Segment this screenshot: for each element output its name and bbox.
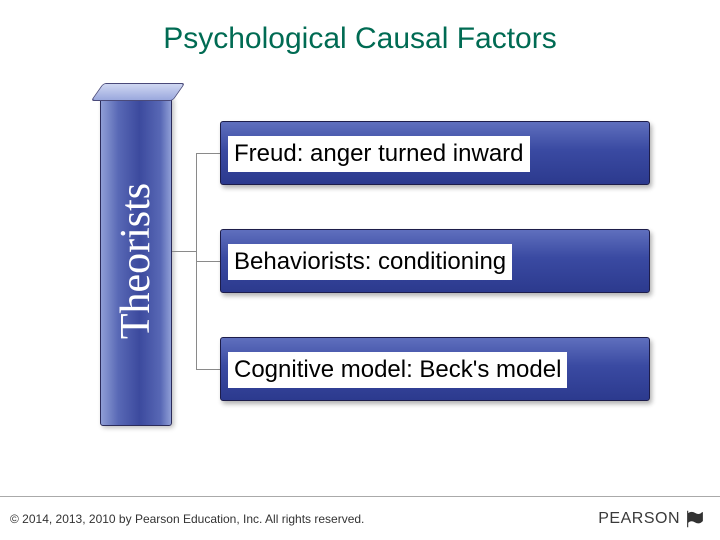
footer: © 2014, 2013, 2010 by Pearson Education,… bbox=[0, 496, 720, 540]
theory-label: Freud: anger turned inward bbox=[228, 136, 530, 172]
slide-title: Psychological Causal Factors bbox=[0, 0, 720, 56]
theory-box-cognitive: Cognitive model: Beck's model bbox=[220, 337, 650, 401]
connector-stem bbox=[172, 251, 196, 252]
connector-branch-2 bbox=[196, 261, 220, 262]
brand-text: PEARSON bbox=[598, 510, 680, 528]
brand: PEARSON bbox=[598, 508, 706, 530]
theory-box-freud: Freud: anger turned inward bbox=[220, 121, 650, 185]
diagram-area: Theorists Freud: anger turned inward Beh… bbox=[0, 91, 720, 471]
copyright-text: © 2014, 2013, 2010 by Pearson Education,… bbox=[10, 512, 364, 526]
pillar-label: Theorists bbox=[112, 183, 160, 339]
theory-box-behaviorists: Behaviorists: conditioning bbox=[220, 229, 650, 293]
connector-branch-1 bbox=[196, 153, 220, 154]
theory-label: Cognitive model: Beck's model bbox=[228, 352, 567, 388]
connector-branch-3 bbox=[196, 369, 220, 370]
theory-label: Behaviorists: conditioning bbox=[228, 244, 512, 280]
brand-logo-icon bbox=[684, 508, 706, 530]
theorists-pillar: Theorists bbox=[100, 96, 172, 426]
